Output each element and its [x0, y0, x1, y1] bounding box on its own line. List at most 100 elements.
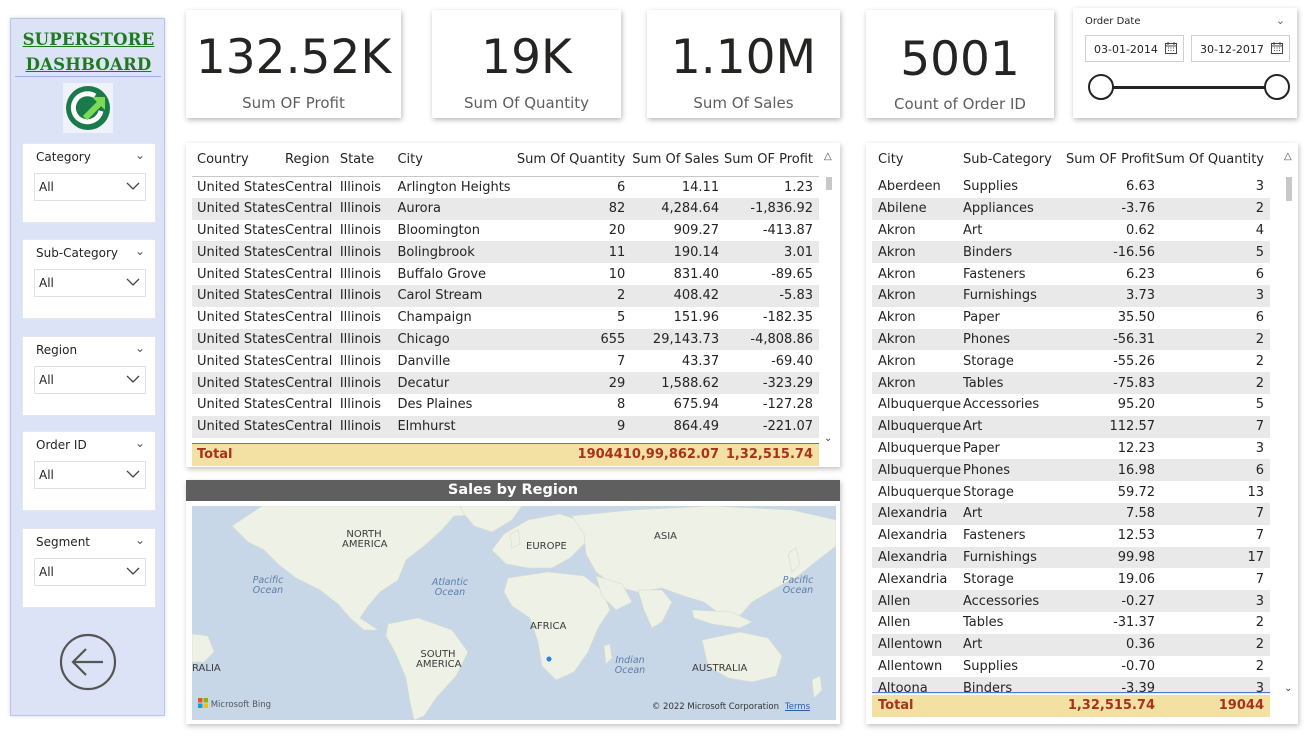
orders-by-city-table: Country Region State City Sum Of Quantit…: [186, 143, 840, 467]
chevron-down-icon[interactable]: ⌄: [1275, 14, 1285, 27]
table-row[interactable]: United States Central Illinois Bloomington 2…: [192, 220, 819, 242]
table-row[interactable]: Alexandria Fasteners 12.53 7: [872, 525, 1270, 547]
terms-link[interactable]: Terms: [784, 702, 810, 712]
column-header-sales[interactable]: Sum Of Sales: [632, 151, 720, 167]
table-row[interactable]: United States Central Illinois Arlington He…: [192, 176, 819, 198]
table-row[interactable]: Akron Paper 35.50 6: [872, 307, 1270, 329]
table-cell: Fasteners: [963, 266, 1026, 282]
table-row[interactable]: Albuquerque Phones 16.98 6: [872, 459, 1270, 482]
total-row: Total 1,32,515.74 19044: [872, 695, 1270, 717]
label-asia: ASIA: [654, 531, 677, 542]
table-row[interactable]: United States Central Illinois Decatur 29 1,5…: [192, 372, 819, 394]
column-header-profit[interactable]: Sum OF Profit: [723, 151, 813, 167]
table-row[interactable]: United States Central Illinois Elmhurst 9 864…: [192, 415, 819, 438]
table-row[interactable]: United States Central Illinois Danville 7 43.…: [192, 350, 819, 372]
kpi-value: 19K: [481, 30, 572, 85]
start-date-handle[interactable]: [1088, 74, 1114, 100]
segment-dropdown[interactable]: All: [34, 558, 146, 586]
order-date-slicer[interactable]: Order Date ⌄ 03-01-2014 30-12-2017: [1073, 8, 1297, 118]
chevron-down-icon[interactable]: ⌄: [134, 436, 145, 450]
sub-category-dropdown[interactable]: All: [34, 269, 146, 297]
table-row[interactable]: United States Central Illinois Buffalo Grov…: [192, 263, 819, 285]
table-row[interactable]: Alexandria Art 7.58 7: [872, 502, 1270, 525]
table-cell: 864.49: [625, 415, 720, 438]
table-row[interactable]: Allentown Supplies -0.70 2: [872, 656, 1270, 678]
category-dropdown[interactable]: All: [34, 173, 146, 201]
column-header-quantity[interactable]: Sum Of Quantity: [1155, 152, 1264, 167]
table-cell: United States: [197, 397, 286, 413]
table-row[interactable]: Allen Tables -31.37 2: [872, 612, 1270, 634]
scroll-up-icon[interactable]: △: [1284, 151, 1292, 162]
table-cell: Akron: [872, 328, 963, 351]
table-row[interactable]: United States Central Illinois Champaign 5 15…: [192, 307, 819, 329]
back-button[interactable]: [59, 633, 117, 691]
segment-slicer[interactable]: Segment ⌄ All: [22, 528, 156, 608]
table-row[interactable]: Albuquerque Art 112.57 7: [872, 415, 1270, 438]
table-row[interactable]: Akron Storage -55.26 2: [872, 350, 1270, 372]
table-row[interactable]: United States Central Illinois Aurora 82 4,28…: [192, 197, 819, 220]
label-europe: EUROPE: [526, 541, 567, 552]
column-header-country[interactable]: Country: [197, 151, 249, 167]
scroll-up-icon[interactable]: △: [824, 151, 832, 162]
start-date-input[interactable]: 03-01-2014: [1085, 35, 1184, 62]
column-header-profit[interactable]: Sum OF Profit: [1065, 152, 1155, 167]
category-slicer[interactable]: Category ⌄ All: [22, 143, 156, 223]
scroll-down-icon[interactable]: ⌄: [1284, 683, 1293, 694]
table-cell: Art: [963, 222, 983, 238]
end-date-handle[interactable]: [1264, 74, 1290, 100]
scrollbar[interactable]: △ ⌄: [822, 151, 836, 449]
table-row[interactable]: United States Central Illinois Des Plaines 8…: [192, 394, 819, 416]
table-row[interactable]: Allentown Art 0.36 2: [872, 633, 1270, 656]
column-header-quantity[interactable]: Sum Of Quantity: [516, 151, 626, 167]
table-row[interactable]: Akron Phones -56.31 2: [872, 328, 1270, 351]
slicer-label: Sub-Category: [36, 246, 118, 260]
table-row[interactable]: Akron Furnishings 3.73 3: [872, 284, 1270, 307]
scroll-thumb[interactable]: [826, 177, 832, 190]
column-header-city[interactable]: City: [397, 151, 423, 167]
table-row[interactable]: Allen Accessories -0.27 3: [872, 590, 1270, 612]
table-cell: 7.58: [1060, 502, 1155, 525]
table-row[interactable]: Albuquerque Accessories 95.20 5: [872, 394, 1270, 416]
kpi-card-profit: 132.52K Sum OF Profit: [186, 10, 401, 118]
calendar-icon[interactable]: [1165, 42, 1177, 54]
scrollbar[interactable]: △ ⌄: [1282, 151, 1296, 701]
table-row[interactable]: Akron Art 0.62 4: [872, 220, 1270, 242]
column-header-sub-category[interactable]: Sub-Category: [963, 152, 1052, 167]
table-row[interactable]: Albuquerque Paper 12.23 3: [872, 438, 1270, 460]
region-dropdown[interactable]: All: [34, 366, 146, 394]
chevron-down-icon[interactable]: ⌄: [134, 148, 145, 162]
table-row[interactable]: Alexandria Storage 19.06 7: [872, 568, 1270, 590]
table-row[interactable]: Altoona Binders -3.39 3: [872, 677, 1270, 700]
table-cell: United States: [192, 284, 286, 307]
table-row[interactable]: United States Central Illinois Chicago 655 29…: [192, 328, 819, 351]
table-row[interactable]: United States Central Illinois Bolingbrook 1…: [192, 241, 819, 264]
table-row[interactable]: Aberdeen Supplies 6.63 3: [872, 176, 1270, 198]
date-range-track[interactable]: [1103, 86, 1283, 89]
region-slicer[interactable]: Region ⌄ All: [22, 336, 156, 416]
table-row[interactable]: United States Central Illinois Carol Stream…: [192, 284, 819, 307]
chevron-down-icon[interactable]: ⌄: [134, 533, 145, 547]
calendar-icon[interactable]: [1271, 42, 1283, 54]
order-id-dropdown[interactable]: All: [34, 461, 146, 489]
order-id-slicer[interactable]: Order ID ⌄ All: [22, 431, 156, 511]
kpi-value: 132.52K: [195, 30, 392, 85]
table-cell: Appliances: [963, 197, 1060, 220]
table-row[interactable]: Abilene Appliances -3.76 2: [872, 197, 1270, 220]
scroll-down-icon[interactable]: ⌄: [824, 433, 833, 444]
table-row[interactable]: Akron Binders -16.56 5: [872, 241, 1270, 264]
table-row[interactable]: Akron Tables -75.83 2: [872, 372, 1270, 394]
microsoft-logo-icon: [198, 698, 208, 708]
end-date-input[interactable]: 30-12-2017: [1191, 35, 1290, 62]
profit-by-city-subcategory-table: City Sub-Category Sum OF Profit Sum Of Q…: [866, 143, 1298, 724]
chevron-down-icon[interactable]: ⌄: [134, 341, 145, 355]
chevron-down-icon[interactable]: ⌄: [134, 244, 145, 258]
column-header-city[interactable]: City: [878, 152, 904, 167]
column-header-state[interactable]: State: [339, 151, 375, 167]
sub-category-slicer[interactable]: Sub-Category ⌄ All: [22, 239, 156, 319]
table-row[interactable]: Albuquerque Storage 59.72 13: [872, 481, 1270, 503]
map-canvas[interactable]: NORTH AMERICA EUROPE ASIA AFRICA SOUTH AME…: [192, 506, 836, 720]
column-header-region[interactable]: Region: [285, 151, 330, 167]
scroll-thumb[interactable]: [1286, 177, 1292, 201]
table-row[interactable]: Akron Fasteners 6.23 6: [872, 263, 1270, 285]
table-row[interactable]: Alexandria Furnishings 99.98 17: [872, 546, 1270, 569]
